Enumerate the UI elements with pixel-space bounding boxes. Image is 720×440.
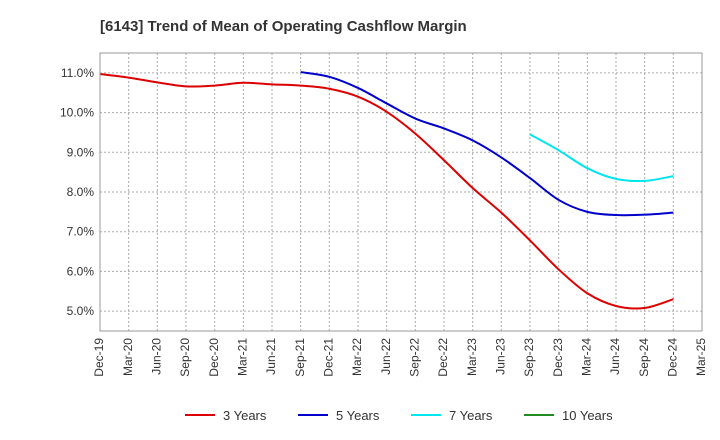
x-tick-label: Jun-24 <box>608 338 622 375</box>
x-tick-label: Dec-21 <box>322 338 336 377</box>
x-tick-label: Jun-22 <box>379 338 393 375</box>
x-tick-label: Dec-20 <box>207 338 221 377</box>
x-tick-label: Sep-20 <box>178 338 192 377</box>
series-line-7-years <box>529 133 674 183</box>
x-tick-label: Mar-20 <box>121 338 135 376</box>
x-tick-label: Mar-22 <box>350 338 364 376</box>
y-tick-label: 6.0% <box>67 264 95 278</box>
series-line-5-years <box>300 71 674 217</box>
series-line-3-years <box>99 73 674 310</box>
series-layer <box>99 71 674 310</box>
y-tick-label: 9.0% <box>67 145 95 159</box>
x-tick-label: Sep-24 <box>637 338 651 377</box>
x-tick-label: Mar-25 <box>694 338 708 376</box>
legend-label-3-years: 3 Years <box>223 408 267 423</box>
plot-frame <box>99 52 703 332</box>
x-tick-label: Jun-21 <box>264 338 278 375</box>
x-tick-label: Dec-19 <box>92 338 106 377</box>
y-tick-label: 8.0% <box>67 185 95 199</box>
x-tick-label: Sep-22 <box>408 338 422 377</box>
x-tick-label: Dec-22 <box>436 338 450 377</box>
legend-label-7-years: 7 Years <box>449 408 493 423</box>
x-tick-label: Sep-21 <box>293 338 307 377</box>
grid-layer <box>100 53 702 331</box>
legend-label-5-years: 5 Years <box>336 408 380 423</box>
y-axis-ticks: 5.0% 6.0% 7.0% 8.0% 9.0% 10.0% 11.0% <box>60 66 94 318</box>
y-tick-label: 10.0% <box>60 106 94 120</box>
x-tick-label: Jun-20 <box>150 338 164 375</box>
x-axis-ticks: Dec-19 Mar-20 Jun-20 Sep-20 Dec-20 Mar-21 Jun-… <box>92 338 708 377</box>
x-tick-label: Sep-23 <box>522 338 536 377</box>
legend: 3 Years 5 Years 7 Years 10 Years <box>185 408 613 423</box>
chart-title: [6143] Trend of Mean of Operating Cashfl… <box>100 18 467 35</box>
x-tick-label: Jun-23 <box>494 338 508 375</box>
legend-label-10-years: 10 Years <box>562 408 613 423</box>
x-tick-label: Mar-23 <box>465 338 479 376</box>
y-tick-label: 7.0% <box>67 225 95 239</box>
x-tick-label: Dec-24 <box>666 338 680 377</box>
y-tick-label: 5.0% <box>67 304 95 318</box>
y-tick-label: 11.0% <box>61 66 94 80</box>
x-tick-label: Dec-23 <box>551 338 565 377</box>
x-tick-label: Mar-24 <box>580 338 594 376</box>
x-tick-label: Mar-21 <box>236 338 250 376</box>
